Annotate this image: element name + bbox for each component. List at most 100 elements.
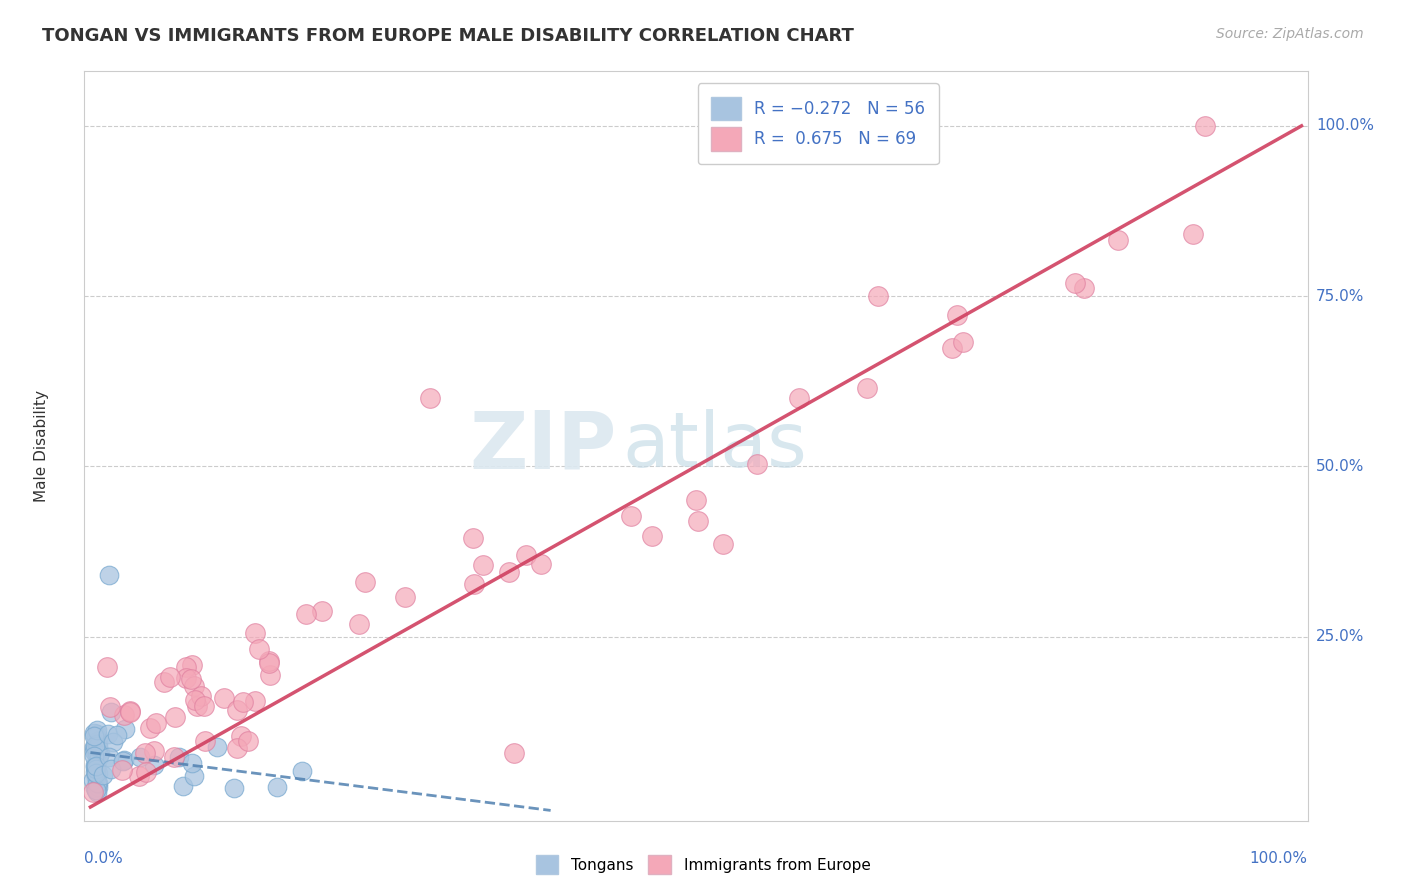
Point <box>84 764 107 779</box>
Point <box>118 705 141 719</box>
Point <box>84 780 107 795</box>
Point <box>236 734 259 748</box>
Point <box>190 689 212 703</box>
Point <box>1073 281 1095 295</box>
Point <box>205 740 228 755</box>
Point <box>347 616 370 631</box>
Point <box>232 695 254 709</box>
Point <box>530 557 553 571</box>
Text: ZIP: ZIP <box>470 407 616 485</box>
Point <box>226 741 249 756</box>
Point <box>91 768 114 782</box>
Point <box>97 727 120 741</box>
Point <box>84 783 107 797</box>
Legend: Tongans, Immigrants from Europe: Tongans, Immigrants from Europe <box>530 849 876 880</box>
Point <box>105 728 128 742</box>
Point <box>231 729 253 743</box>
Text: 50.0%: 50.0% <box>1316 459 1364 474</box>
Point <box>112 754 135 768</box>
Point <box>87 765 110 780</box>
Point <box>84 760 107 774</box>
Point <box>84 740 107 755</box>
Point <box>866 289 889 303</box>
Point <box>89 747 111 761</box>
Point <box>257 654 280 668</box>
Point <box>135 764 157 779</box>
Point <box>745 457 768 471</box>
Point <box>120 704 142 718</box>
Point <box>86 765 108 780</box>
Point <box>84 729 107 743</box>
Point <box>225 703 247 717</box>
Point <box>112 753 135 767</box>
Point <box>224 780 246 795</box>
Point <box>82 785 104 799</box>
Point <box>82 773 104 788</box>
Point <box>713 537 735 551</box>
Text: TONGAN VS IMMIGRANTS FROM EUROPE MALE DISABILITY CORRELATION CHART: TONGAN VS IMMIGRANTS FROM EUROPE MALE DI… <box>42 27 853 45</box>
Point <box>87 780 110 794</box>
Point <box>503 746 526 760</box>
Point <box>354 575 377 590</box>
Point <box>87 775 110 789</box>
Text: 0.0%: 0.0% <box>84 851 124 866</box>
Point <box>640 529 662 543</box>
Legend: R = −0.272   N = 56, R =  0.675   N = 69: R = −0.272 N = 56, R = 0.675 N = 69 <box>697 84 939 164</box>
Point <box>463 531 485 545</box>
Point <box>86 746 108 760</box>
Point <box>311 604 333 618</box>
Text: atlas: atlas <box>623 409 807 483</box>
Point <box>87 748 110 763</box>
Point <box>87 739 110 753</box>
Point <box>97 749 120 764</box>
Point <box>259 668 281 682</box>
Point <box>266 780 288 794</box>
Point <box>84 770 107 784</box>
Point <box>84 759 107 773</box>
Point <box>142 744 165 758</box>
Point <box>952 334 974 349</box>
Point <box>83 739 105 754</box>
Point <box>471 558 494 572</box>
Point <box>243 625 266 640</box>
Point <box>291 764 314 778</box>
Point <box>257 656 280 670</box>
Point <box>129 750 152 764</box>
Point <box>97 568 120 582</box>
Point <box>86 737 108 751</box>
Point <box>186 699 208 714</box>
Text: 75.0%: 75.0% <box>1316 289 1364 303</box>
Text: 100.0%: 100.0% <box>1250 851 1308 866</box>
Point <box>114 723 136 737</box>
Point <box>183 769 205 783</box>
Point <box>169 750 191 764</box>
Point <box>194 734 217 748</box>
Point <box>86 727 108 741</box>
Point <box>138 721 160 735</box>
Point <box>620 508 643 523</box>
Point <box>84 739 107 754</box>
Point <box>128 769 150 783</box>
Point <box>688 514 710 528</box>
Point <box>685 493 707 508</box>
Point <box>143 758 166 772</box>
Point <box>86 723 108 738</box>
Point <box>1107 234 1129 248</box>
Point <box>180 673 202 687</box>
Point <box>145 715 167 730</box>
Point <box>515 548 537 562</box>
Point <box>84 758 107 772</box>
Point <box>418 392 440 406</box>
Point <box>463 577 485 591</box>
Point <box>134 746 156 760</box>
Point <box>184 693 207 707</box>
Point <box>163 710 186 724</box>
Point <box>159 670 181 684</box>
Point <box>84 747 107 762</box>
Point <box>86 776 108 790</box>
Point <box>83 748 105 763</box>
Point <box>183 679 205 693</box>
Point <box>100 705 122 719</box>
Point <box>84 762 107 776</box>
Point <box>247 641 270 656</box>
